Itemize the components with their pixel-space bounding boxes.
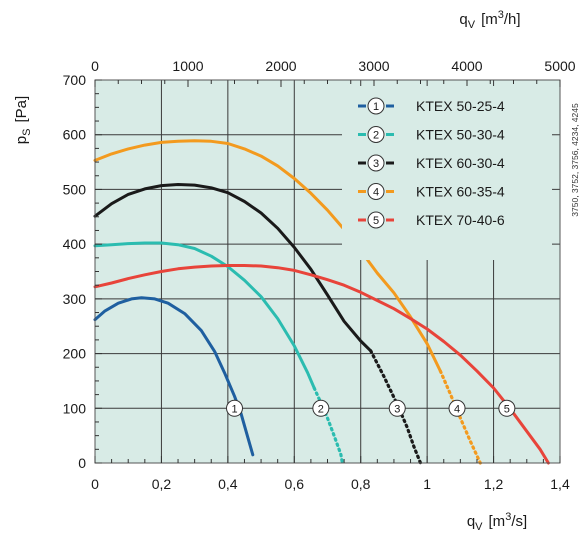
legend-marker xyxy=(367,211,385,229)
legend-entry-5: 5 KTEX 70-40-6 xyxy=(358,211,505,229)
legend-box xyxy=(342,86,552,260)
x2-tick-label: 3000 xyxy=(358,58,389,74)
curve-marker-label: 4 xyxy=(454,403,460,415)
legend-label: KTEX 50-30-4 xyxy=(416,127,505,143)
y-tick-label: 700 xyxy=(63,72,87,88)
curve-marker xyxy=(226,399,243,417)
series-line xyxy=(93,241,316,390)
x-tick-label: 0 xyxy=(91,476,99,492)
series-line xyxy=(93,264,550,465)
curve-marker xyxy=(388,399,406,417)
x2-tick-label: 0 xyxy=(91,58,99,74)
legend-marker xyxy=(367,154,385,172)
legend-marker-label: 1 xyxy=(373,101,379,113)
legend: 1 KTEX 50-25-4 2 KTEX 50-30-4 3 KTEX 60-30-4 4… xyxy=(342,86,552,260)
y-tick-labels: 0 100 200 300 400 500 600 700 xyxy=(63,72,87,471)
legend-marker xyxy=(367,126,385,143)
curve-marker-label: 2 xyxy=(318,403,324,415)
x-tick-label: 0,2 xyxy=(152,476,172,492)
x2-tick-label: 2000 xyxy=(265,58,296,74)
series-layer xyxy=(93,139,550,465)
legend-entry-3: 3 KTEX 60-30-4 xyxy=(358,154,505,172)
axis-ticks xyxy=(94,79,561,464)
x-tick-label: 1 xyxy=(423,476,431,492)
y-tick-label: 600 xyxy=(63,127,87,143)
y-tick-label: 0 xyxy=(78,455,86,471)
x2-axis-title: qV [m3/h] xyxy=(459,9,520,31)
series-3 xyxy=(93,183,423,465)
legend-marker-label: 5 xyxy=(373,215,379,227)
legend-entry-2: 2 KTEX 50-30-4 xyxy=(358,126,505,143)
x2-tick-labels: 0 1000 2000 3000 4000 5000 xyxy=(91,58,576,74)
x-tick-label: 1,2 xyxy=(484,476,504,492)
series-line xyxy=(93,183,373,353)
x2-tick-label: 5000 xyxy=(544,58,575,74)
x2-tick-label: 1000 xyxy=(172,58,203,74)
curve-marker-label: 3 xyxy=(394,403,400,415)
legend-entry-4: 4 KTEX 60-35-4 xyxy=(358,183,505,200)
x2-tick-label: 4000 xyxy=(451,58,482,74)
series-5 xyxy=(93,264,550,465)
y-tick-label: 100 xyxy=(63,400,87,416)
series-line-dotted xyxy=(369,349,423,465)
legend-marker-label: 3 xyxy=(373,158,379,170)
x-tick-label: 0,4 xyxy=(218,476,238,492)
legend-marker xyxy=(367,183,385,200)
series-line-dotted xyxy=(438,369,482,465)
curve-marker xyxy=(312,399,330,417)
y-axis-title: pS[Pa] xyxy=(13,96,33,144)
side-note: 3750, 3752, 3756, 4234, 4245 xyxy=(570,103,580,217)
legend-marker-label: 4 xyxy=(373,187,379,199)
legend-entry-1: 1 KTEX 50-25-4 xyxy=(358,97,505,115)
x-axis-title: qV [m3/s] xyxy=(467,511,527,533)
y-tick-label: 200 xyxy=(63,346,87,362)
legend-label: KTEX 60-35-4 xyxy=(416,184,505,200)
y-tick-label: 500 xyxy=(63,181,87,197)
legend-marker-label: 2 xyxy=(373,130,379,142)
curve-markers: 1 2 3 4 5 xyxy=(226,399,516,417)
y-tick-label: 400 xyxy=(63,236,87,252)
curve-marker-label: 1 xyxy=(231,403,237,415)
legend-label: KTEX 50-25-4 xyxy=(416,98,505,114)
x-tick-label: 1,4 xyxy=(550,476,570,492)
curve-marker-label: 5 xyxy=(504,403,510,415)
legend-label: KTEX 60-30-4 xyxy=(416,155,505,171)
x-tick-label: 0,6 xyxy=(285,476,305,492)
series-line xyxy=(93,139,442,373)
legend-label: KTEX 70-40-6 xyxy=(416,212,505,228)
legend-marker xyxy=(367,97,385,115)
x-tick-label: 0,8 xyxy=(351,476,371,492)
curve-marker xyxy=(498,399,516,417)
y-tick-label: 300 xyxy=(63,291,87,307)
curve-marker xyxy=(448,399,466,417)
x-tick-labels: 0 0,2 0,4 0,6 0,8 1 1,2 1,4 xyxy=(91,476,570,492)
series-4 xyxy=(93,139,482,465)
